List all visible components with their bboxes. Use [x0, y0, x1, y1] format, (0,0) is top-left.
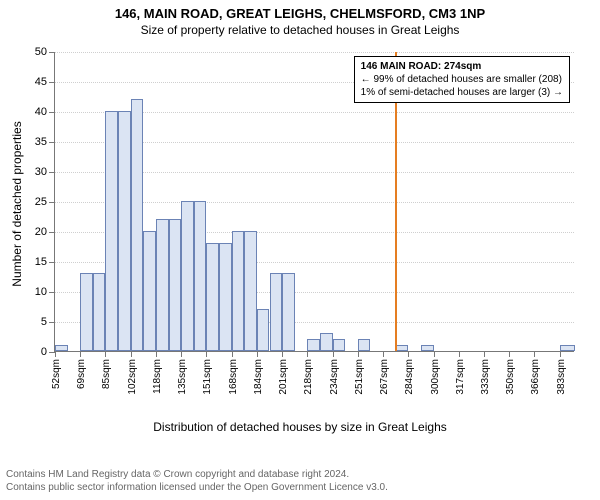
histogram-bar: [421, 345, 434, 351]
x-tick: [484, 351, 485, 357]
x-tick-label: 201sqm: [278, 359, 289, 395]
x-tick-label: 383sqm: [556, 359, 567, 395]
annotation-title: 146 MAIN ROAD: 274sqm: [361, 61, 482, 72]
x-tick: [434, 351, 435, 357]
y-axis-label: Number of detached properties: [10, 121, 24, 286]
y-tick-label: 25: [35, 196, 55, 208]
x-tick: [534, 351, 535, 357]
x-tick: [156, 351, 157, 357]
histogram-bar: [358, 339, 371, 351]
x-tick-label: 234sqm: [329, 359, 340, 395]
x-tick-label: 333sqm: [480, 359, 491, 395]
y-tick-label: 30: [35, 166, 55, 178]
x-tick: [408, 351, 409, 357]
histogram-bar: [206, 243, 219, 351]
x-tick: [55, 351, 56, 357]
histogram-bar: [244, 231, 257, 351]
histogram-bar: [55, 345, 68, 351]
x-tick-label: 184sqm: [253, 359, 264, 395]
y-tick-label: 40: [35, 106, 55, 118]
histogram-bar: [93, 273, 106, 351]
x-tick-label: 151sqm: [202, 359, 213, 395]
footer-credits: Contains HM Land Registry data © Crown c…: [6, 468, 388, 494]
x-tick: [206, 351, 207, 357]
x-tick: [358, 351, 359, 357]
footer-line-2: Contains public sector information licen…: [6, 481, 388, 494]
x-tick: [181, 351, 182, 357]
histogram-bar: [118, 111, 131, 351]
x-tick-label: 366sqm: [530, 359, 541, 395]
histogram-bar: [181, 201, 194, 351]
x-tick-label: 168sqm: [228, 359, 239, 395]
histogram-bar: [560, 345, 575, 351]
x-tick-label: 102sqm: [127, 359, 138, 395]
histogram-bar: [143, 231, 156, 351]
histogram-bar: [80, 273, 93, 351]
histogram-bar: [219, 243, 232, 351]
x-tick: [333, 351, 334, 357]
x-tick-label: 300sqm: [430, 359, 441, 395]
histogram-bar: [307, 339, 320, 351]
histogram-bar: [232, 231, 245, 351]
histogram-bar: [105, 111, 118, 351]
x-tick-label: 52sqm: [51, 359, 62, 389]
histogram-bar: [257, 309, 270, 351]
histogram-bar: [333, 339, 346, 351]
y-tick-label: 20: [35, 226, 55, 238]
histogram-bar: [282, 273, 295, 351]
x-tick-label: 69sqm: [76, 359, 87, 389]
histogram-bar: [194, 201, 207, 351]
x-tick-label: 118sqm: [152, 359, 163, 394]
x-tick: [232, 351, 233, 357]
x-tick: [383, 351, 384, 357]
x-tick: [459, 351, 460, 357]
x-tick-label: 218sqm: [303, 359, 314, 395]
y-tick-label: 50: [35, 46, 55, 58]
footer-line-1: Contains HM Land Registry data © Crown c…: [6, 468, 388, 481]
y-tick-label: 35: [35, 136, 55, 148]
y-tick-label: 5: [41, 316, 55, 328]
histogram-bar: [131, 99, 144, 351]
x-tick-label: 284sqm: [404, 359, 415, 395]
y-tick-label: 10: [35, 286, 55, 298]
plot-area: 0510152025303540455052sqm69sqm85sqm102sq…: [54, 52, 574, 352]
histogram-bar: [169, 219, 182, 351]
histogram-bar: [396, 345, 409, 351]
x-tick: [80, 351, 81, 357]
page-subtitle: Size of property relative to detached ho…: [0, 21, 600, 37]
x-tick: [560, 351, 561, 357]
y-tick-label: 45: [35, 76, 55, 88]
x-tick-label: 317sqm: [455, 359, 466, 395]
x-tick: [105, 351, 106, 357]
y-tick-label: 0: [41, 346, 55, 358]
x-tick-label: 135sqm: [177, 359, 188, 395]
x-tick: [509, 351, 510, 357]
y-tick-label: 15: [35, 256, 55, 268]
annotation-box: 146 MAIN ROAD: 274sqm ← 99% of detached h…: [354, 56, 570, 103]
annotation-line-smaller: ← 99% of detached houses are smaller (20…: [361, 74, 562, 85]
x-tick: [307, 351, 308, 357]
x-tick: [282, 351, 283, 357]
histogram-bar: [156, 219, 169, 351]
gridline-h: [55, 52, 574, 53]
x-tick: [131, 351, 132, 357]
page-title: 146, MAIN ROAD, GREAT LEIGHS, CHELMSFORD…: [0, 0, 600, 21]
histogram-bar: [270, 273, 283, 351]
x-tick-label: 267sqm: [379, 359, 390, 395]
x-tick-label: 85sqm: [101, 359, 112, 389]
annotation-line-larger: 1% of semi-detached houses are larger (3…: [361, 87, 563, 98]
x-tick-label: 251sqm: [354, 359, 365, 395]
x-tick-label: 350sqm: [505, 359, 516, 395]
histogram-bar: [320, 333, 333, 351]
chart-container: Number of detached properties 0510152025…: [0, 44, 600, 432]
x-axis-label: Distribution of detached houses by size …: [0, 420, 600, 434]
x-tick: [257, 351, 258, 357]
